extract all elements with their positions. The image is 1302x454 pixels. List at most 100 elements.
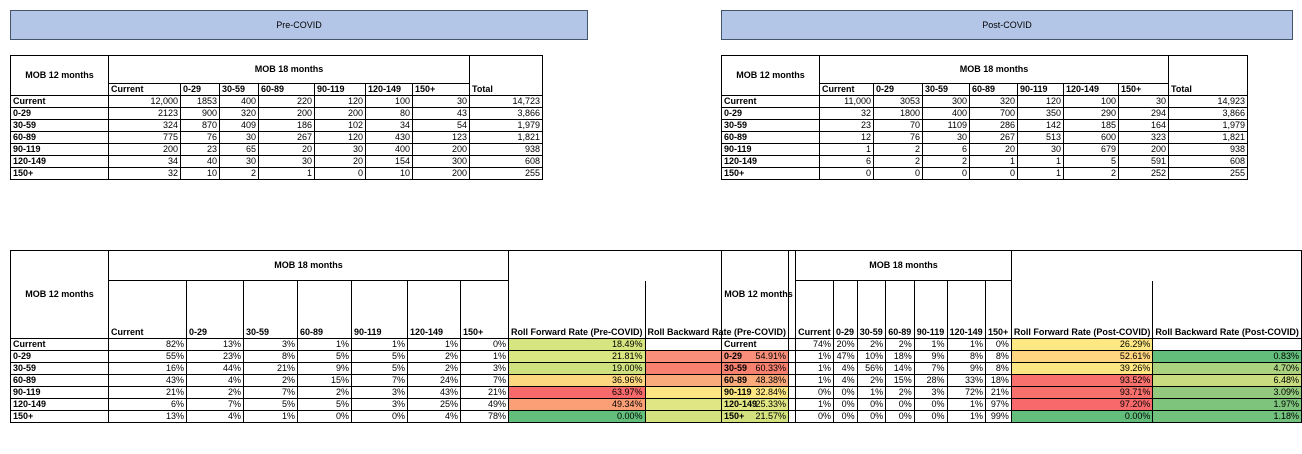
- roll-forward-cell: 93.71%: [1010, 386, 1154, 399]
- count-cell: 10: [180, 167, 220, 180]
- rate-cell: 7%: [243, 386, 298, 399]
- column-header: 60-89: [885, 280, 915, 339]
- column-header: 90-119: [1017, 83, 1064, 96]
- rate-cell: 21%: [460, 386, 509, 399]
- rate-cell: 72%: [946, 386, 987, 399]
- rate-cell: 9%: [297, 362, 352, 375]
- rate-cell: 1%: [351, 338, 408, 351]
- count-cell: 300: [412, 155, 470, 168]
- count-cell: 350: [1017, 107, 1064, 120]
- count-cell: 11,000: [819, 95, 874, 108]
- roll-backward-cell: 1.97%: [1152, 398, 1302, 411]
- rate-cell: 18%: [985, 374, 1012, 387]
- column-header: 120-149: [1063, 83, 1119, 96]
- column-header: 60-89: [258, 83, 315, 96]
- rate-cell: 4%: [833, 374, 858, 387]
- row-label: 150+: [10, 410, 109, 423]
- count-cell: 30: [314, 143, 366, 156]
- rate-cell: 0%: [913, 410, 948, 423]
- count-cell: 30: [219, 155, 259, 168]
- roll-forward-cell: 93.52%: [1010, 374, 1154, 387]
- count-cell: 34: [365, 119, 413, 132]
- rate-cell: 8%: [985, 350, 1012, 363]
- count-cell: 2: [219, 167, 259, 180]
- rate-cell: 44%: [186, 362, 244, 375]
- rate-cell: 0%: [833, 410, 858, 423]
- row-label: 90-119: [10, 386, 109, 399]
- total-cell: 14,923: [1168, 95, 1248, 108]
- table-row: 90-119 0% 0% 1% 2% 3% 72% 21% 93.71% 3.09%: [720, 386, 1302, 399]
- total-cell: 938: [1168, 143, 1248, 156]
- count-cell: 20: [969, 143, 1018, 156]
- rate-cell: 2%: [186, 386, 244, 399]
- rate-cell: 8%: [243, 350, 298, 363]
- total-cell: 3,866: [469, 107, 543, 120]
- rate-cell: 28%: [913, 374, 948, 387]
- row-label: 90-119: [720, 386, 797, 399]
- rate-cell: 10%: [856, 350, 887, 363]
- rate-cell: 16%: [108, 362, 187, 375]
- table-row: 90-119 1 2 6 20 30 679 200 938: [721, 143, 1248, 156]
- rate-cell: 2%: [243, 374, 298, 387]
- row-label: 120-149: [720, 398, 797, 411]
- rate-cell: 1%: [795, 374, 835, 387]
- count-cell: 220: [258, 95, 315, 108]
- row-label: 60-89: [720, 374, 797, 387]
- roll-forward-cell: 36.96%: [508, 374, 646, 387]
- rate-cell: 1%: [297, 338, 352, 351]
- rate-cell: 0%: [856, 398, 887, 411]
- rate-cell: 9%: [946, 362, 987, 375]
- roll-backward-cell: 0.83%: [1152, 350, 1302, 363]
- roll-forward-cell: 18.49%: [508, 338, 646, 351]
- rate-cell: 0%: [833, 398, 858, 411]
- count-cell: 430: [365, 131, 413, 144]
- column-header: 30-59: [922, 83, 970, 96]
- rate-cell: 0%: [795, 386, 835, 399]
- roll-backward-header: Roll Backward Rate (Post-COVID): [1152, 280, 1302, 339]
- table-row: 0-29 2123 900 320 200 200 80 43 3,866: [10, 107, 543, 120]
- count-cell: 20: [314, 155, 366, 168]
- roll-forward-cell: 52.61%: [1010, 350, 1154, 363]
- table-row: 30-59 23 70 1109 286 142 185 164 1,979: [721, 119, 1248, 132]
- count-cell: 200: [258, 107, 315, 120]
- row-label: 0-29: [10, 107, 109, 120]
- rate-cell: 3%: [351, 398, 408, 411]
- row-label: 0-29: [720, 350, 797, 363]
- count-cell: 267: [258, 131, 315, 144]
- total-header-spacer: [469, 55, 543, 84]
- column-header: 120-149: [407, 280, 461, 339]
- row-label: 90-119: [10, 143, 109, 156]
- rate-cell: 3%: [243, 338, 298, 351]
- count-cell: 0: [922, 167, 970, 180]
- column-header: Current: [108, 83, 181, 96]
- count-cell: 80: [365, 107, 413, 120]
- row-label: Current: [721, 95, 820, 108]
- count-cell: 200: [412, 143, 470, 156]
- column-header: 120-149: [365, 83, 413, 96]
- row-label: 60-89: [10, 131, 109, 144]
- rate-cell: 7%: [186, 398, 244, 411]
- rate-cell: 1%: [795, 350, 835, 363]
- count-cell: 2123: [108, 107, 181, 120]
- rate-cell: 25%: [407, 398, 461, 411]
- span-label: MOB 18 months: [108, 250, 509, 281]
- total-cell: 1,821: [469, 131, 543, 144]
- rate-cell: 4%: [833, 362, 858, 375]
- rate-cell: 1%: [795, 362, 835, 375]
- rate-cell: 15%: [297, 374, 352, 387]
- count-cell: 65: [219, 143, 259, 156]
- rate-cell: 7%: [460, 374, 509, 387]
- pre-covid-rate-table: MOB 12 months MOB 18 months Current 0-29 30-…: [10, 250, 790, 423]
- rate-cell: 43%: [407, 386, 461, 399]
- count-cell: 323: [1118, 131, 1169, 144]
- rate-cell: 55%: [108, 350, 187, 363]
- rate-cell: 0%: [885, 398, 915, 411]
- rate-cell: 20%: [833, 338, 858, 351]
- count-cell: 513: [1017, 131, 1064, 144]
- count-cell: 1: [1017, 155, 1064, 168]
- roll-forward-header: Roll Forward Rate (Pre-COVID): [508, 280, 646, 339]
- count-cell: 300: [922, 95, 970, 108]
- table-row: 0-29 1% 47% 10% 18% 9% 8% 8% 52.61% 0.83%: [720, 350, 1302, 363]
- table-row: 150+ 0 0 0 0 1 2 252 255: [721, 167, 1248, 180]
- table-row: 60-89 43% 4% 2% 15% 7% 24% 7% 36.96% 48.38%: [10, 374, 790, 387]
